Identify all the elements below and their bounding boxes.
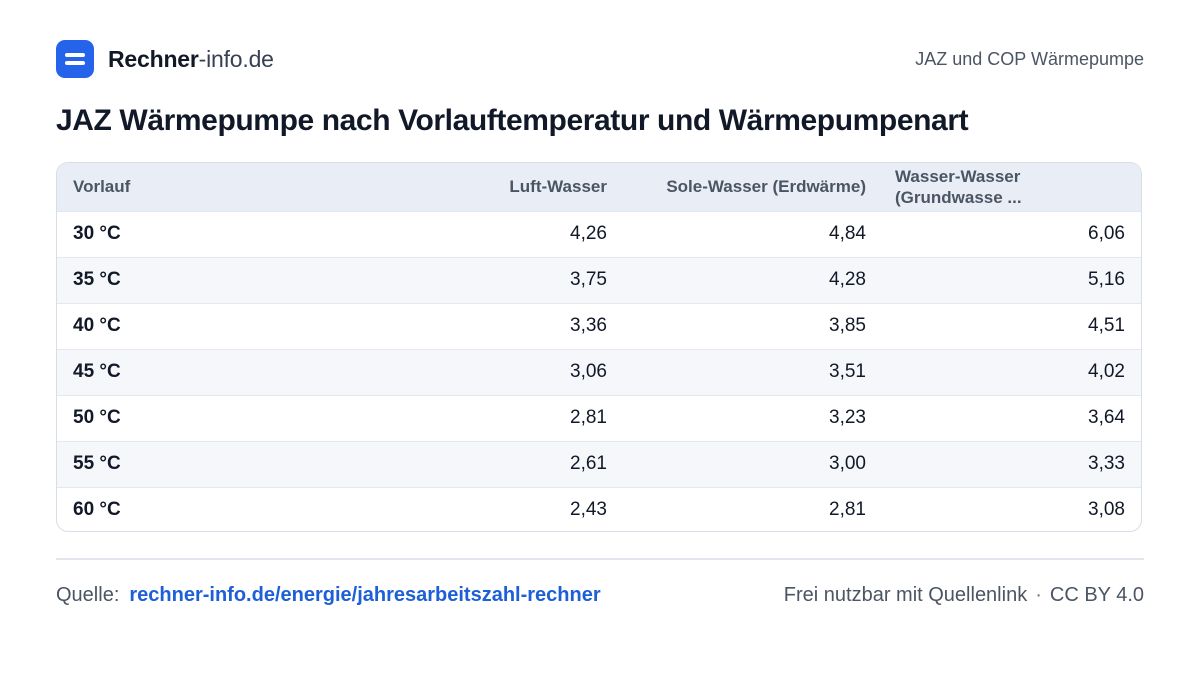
table-row: 45 °C 3,06 3,51 4,02: [57, 349, 1141, 395]
cell-wasser-wasser: 4,51: [1088, 315, 1125, 336]
source-link[interactable]: rechner-info.de/energie/jahresarbeitszah…: [129, 584, 601, 606]
cell-vorlauf: 60 °C: [73, 499, 121, 521]
brand[interactable]: Rechner -info.de: [56, 40, 274, 78]
cell-luft-wasser: 3,75: [570, 269, 607, 290]
cell-sole-wasser: 3,51: [829, 361, 866, 382]
license-separator: ·: [1035, 584, 1042, 606]
cell-luft-wasser: 3,06: [570, 361, 607, 382]
license-name: CC BY 4.0: [1049, 584, 1144, 606]
cell-sole-wasser: 2,81: [829, 499, 866, 521]
cell-sole-wasser: 3,00: [829, 453, 866, 474]
page-header: Rechner -info.de JAZ und COP Wärmepumpe: [56, 40, 1144, 78]
column-header-vorlauf: Vorlauf: [73, 176, 131, 196]
source-label: Quelle:: [56, 584, 120, 606]
column-header-luft-wasser: Luft-Wasser: [509, 176, 607, 196]
cell-wasser-wasser: 3,33: [1088, 453, 1125, 474]
table-row: 35 °C 3,75 4,28 5,16: [57, 257, 1141, 303]
table-row: 40 °C 3,36 3,85 4,51: [57, 303, 1141, 349]
cell-sole-wasser: 4,84: [829, 223, 866, 244]
column-header-sole-wasser: Sole-Wasser (Erdwärme): [666, 176, 866, 196]
cell-sole-wasser: 4,28: [829, 269, 866, 290]
cell-vorlauf: 40 °C: [73, 315, 121, 336]
cell-luft-wasser: 2,61: [570, 453, 607, 474]
cell-wasser-wasser: 3,08: [1088, 499, 1125, 521]
brand-tld: -info.de: [198, 45, 274, 72]
cell-luft-wasser: 2,81: [570, 407, 607, 428]
cell-wasser-wasser: 5,16: [1088, 269, 1125, 290]
cell-luft-wasser: 3,36: [570, 315, 607, 336]
jaz-table: Vorlauf Luft-Wasser Sole-Wasser (Erdwärm…: [56, 162, 1142, 532]
table-row: 30 °C 4,26 4,84 6,06: [57, 211, 1141, 257]
equals-logo-icon: [56, 40, 94, 78]
cell-vorlauf: 50 °C: [73, 407, 121, 428]
cell-sole-wasser: 3,23: [829, 407, 866, 428]
source: Quelle: rechner-info.de/energie/jahresarb…: [56, 584, 601, 607]
brand-name: Rechner: [108, 45, 199, 72]
license-note: Frei nutzbar mit Quellenlink: [783, 584, 1028, 606]
header-topic-label: JAZ und COP Wärmepumpe: [915, 48, 1144, 69]
cell-wasser-wasser: 4,02: [1088, 361, 1125, 382]
page-title: JAZ Wärmepumpe nach Vorlauftemperatur un…: [56, 104, 969, 137]
page-footer: Quelle: rechner-info.de/energie/jahresarb…: [56, 584, 1144, 607]
cell-vorlauf: 45 °C: [73, 361, 121, 382]
cell-vorlauf: 55 °C: [73, 453, 121, 474]
column-header-wasser-wasser: Wasser-Wasser (Grundwasse ...: [895, 166, 1022, 207]
table-row: 60 °C 2,43 2,81 3,08: [57, 487, 1141, 531]
cell-luft-wasser: 2,43: [570, 499, 607, 521]
cell-luft-wasser: 4,26: [570, 223, 607, 244]
table-row: 55 °C 2,61 3,00 3,33: [57, 441, 1141, 487]
cell-vorlauf: 35 °C: [73, 269, 121, 290]
cell-wasser-wasser: 6,06: [1088, 223, 1125, 244]
license-info: Frei nutzbar mit Quellenlink · CC BY 4.0: [784, 584, 1144, 607]
cell-wasser-wasser: 3,64: [1088, 407, 1125, 428]
cell-sole-wasser: 3,85: [829, 315, 866, 336]
footer-divider: [56, 558, 1144, 560]
table-header-row: Vorlauf Luft-Wasser Sole-Wasser (Erdwärm…: [57, 163, 1141, 211]
cell-vorlauf: 30 °C: [73, 223, 121, 244]
table-row: 50 °C 2,81 3,23 3,64: [57, 395, 1141, 441]
